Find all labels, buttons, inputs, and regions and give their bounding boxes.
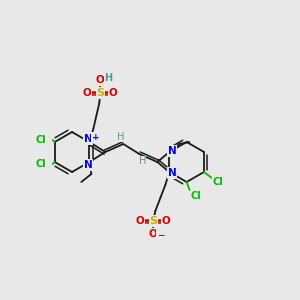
Text: O: O: [83, 88, 92, 98]
Text: Cl: Cl: [35, 135, 46, 145]
Text: Cl: Cl: [190, 191, 201, 201]
Text: N: N: [168, 168, 177, 178]
Text: O: O: [136, 216, 145, 226]
Text: N: N: [84, 160, 93, 170]
Text: +: +: [92, 133, 99, 142]
Text: O: O: [96, 75, 105, 85]
Text: S: S: [149, 216, 157, 226]
Text: H: H: [139, 156, 146, 166]
Text: H: H: [117, 132, 124, 142]
Text: −: −: [157, 230, 164, 239]
Text: O: O: [149, 229, 158, 239]
Text: Cl: Cl: [35, 159, 46, 169]
Text: O: O: [109, 88, 118, 98]
Text: S: S: [96, 88, 104, 98]
Text: Cl: Cl: [213, 177, 223, 187]
Text: H: H: [104, 73, 112, 83]
Text: N: N: [168, 146, 177, 156]
Text: N: N: [84, 134, 93, 144]
Text: O: O: [162, 216, 171, 226]
